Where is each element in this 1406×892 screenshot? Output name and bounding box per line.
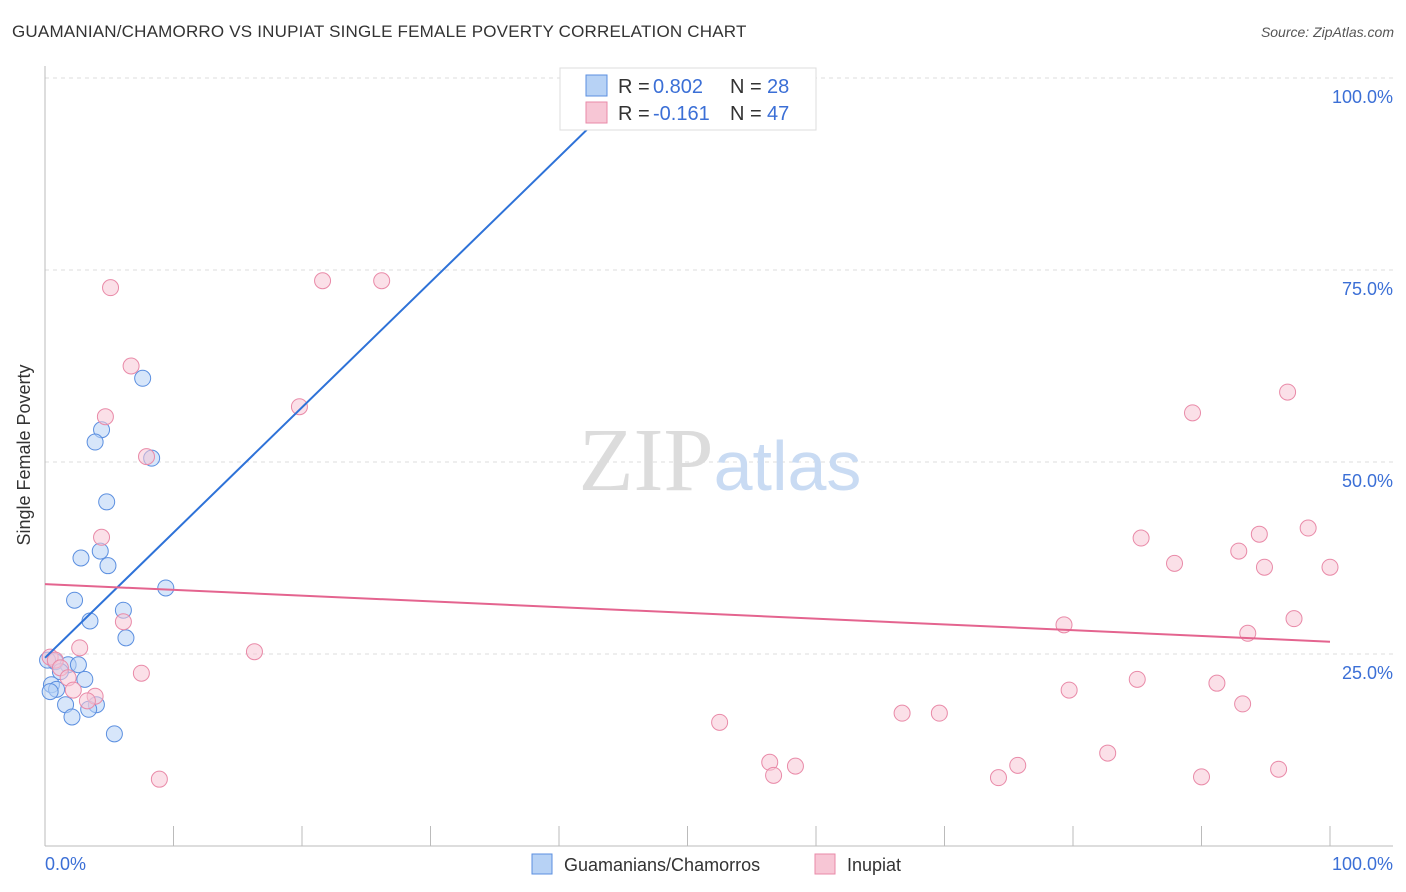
data-point-inupiat bbox=[1285, 610, 1303, 628]
data-point-inupiat bbox=[1132, 529, 1150, 547]
y-tick-label: 25.0% bbox=[1342, 663, 1393, 683]
data-point-inupiat bbox=[122, 357, 140, 375]
legend-label: Guamanians/Chamorros bbox=[564, 855, 760, 875]
data-point-inupiat bbox=[1060, 681, 1078, 699]
data-point-inupiat bbox=[1321, 558, 1339, 576]
x-tick-label: 0.0% bbox=[45, 854, 86, 874]
n-value: 28 bbox=[767, 76, 789, 98]
data-point-guamanian bbox=[66, 591, 84, 609]
x-tick-label: 100.0% bbox=[1332, 854, 1393, 874]
data-point-guamanian bbox=[41, 683, 59, 701]
data-point-inupiat bbox=[1299, 519, 1317, 537]
data-point-inupiat bbox=[1279, 383, 1297, 401]
data-point-inupiat bbox=[373, 272, 391, 290]
legend-swatch bbox=[531, 853, 553, 875]
data-point-inupiat bbox=[989, 769, 1007, 787]
n-label: N = bbox=[730, 103, 762, 125]
data-point-guamanian bbox=[76, 670, 94, 688]
data-point-inupiat bbox=[1270, 760, 1288, 778]
data-point-inupiat bbox=[786, 757, 804, 775]
data-point-guamanian bbox=[69, 656, 87, 674]
data-point-inupiat bbox=[290, 398, 308, 416]
data-point-inupiat bbox=[893, 704, 911, 722]
data-point-inupiat bbox=[1208, 674, 1226, 692]
data-point-inupiat bbox=[314, 272, 332, 290]
y-tick-label: 50.0% bbox=[1342, 471, 1393, 491]
data-point-guamanian bbox=[72, 549, 90, 567]
r-label: R = bbox=[618, 76, 650, 98]
data-point-inupiat bbox=[150, 770, 168, 788]
data-point-guamanian bbox=[98, 493, 116, 511]
data-point-inupiat bbox=[1128, 670, 1146, 688]
r-value: 0.802 bbox=[653, 76, 703, 98]
stats-legend: R = 0.802 N = 28 R = -0.161 N = 47 bbox=[559, 67, 817, 131]
data-point-guamanian bbox=[63, 708, 81, 726]
data-point-inupiat bbox=[71, 639, 89, 657]
data-point-inupiat bbox=[1009, 756, 1027, 774]
r-label: R = bbox=[618, 103, 650, 125]
n-value: 47 bbox=[767, 103, 789, 125]
legend-swatch bbox=[814, 853, 836, 875]
y-tick-label: 100.0% bbox=[1332, 87, 1393, 107]
data-point-inupiat bbox=[132, 664, 150, 682]
data-point-guamanian bbox=[157, 579, 175, 597]
legend-label: Inupiat bbox=[847, 855, 901, 875]
data-point-inupiat bbox=[1193, 768, 1210, 786]
data-point-guamanian bbox=[117, 629, 135, 647]
trend-line-guamanian bbox=[44, 77, 641, 659]
data-point-inupiat bbox=[138, 448, 156, 466]
data-point-inupiat bbox=[93, 528, 111, 546]
r-value: -0.161 bbox=[653, 103, 710, 125]
data-point-guamanian bbox=[99, 557, 117, 575]
data-point-inupiat bbox=[711, 713, 729, 731]
data-point-inupiat bbox=[96, 408, 114, 426]
data-point-inupiat bbox=[1250, 525, 1268, 543]
legend-swatch bbox=[585, 74, 608, 97]
chart-title: GUAMANIAN/CHAMORRO VS INUPIAT SINGLE FEM… bbox=[12, 22, 747, 41]
data-point-inupiat bbox=[930, 704, 948, 722]
y-tick-label: 75.0% bbox=[1342, 279, 1393, 299]
y-axis-label: Single Female Poverty bbox=[14, 364, 34, 545]
data-point-inupiat bbox=[1255, 558, 1273, 576]
data-point-inupiat bbox=[765, 766, 783, 784]
data-point-inupiat bbox=[78, 692, 96, 710]
trend-line-inupiat bbox=[44, 583, 1331, 643]
data-point-guamanian bbox=[86, 433, 104, 451]
data-point-inupiat bbox=[1166, 554, 1184, 572]
data-point-inupiat bbox=[1230, 542, 1248, 560]
data-point-inupiat bbox=[1234, 695, 1252, 713]
data-point-inupiat bbox=[245, 643, 263, 661]
data-point-inupiat bbox=[1099, 744, 1117, 762]
data-point-inupiat bbox=[114, 613, 132, 631]
data-point-inupiat bbox=[102, 279, 120, 297]
data-point-guamanian bbox=[105, 725, 123, 743]
n-label: N = bbox=[730, 76, 762, 98]
data-point-inupiat bbox=[1184, 404, 1202, 422]
watermark: ZIPatlas bbox=[579, 411, 862, 510]
legend-swatch bbox=[585, 101, 608, 124]
data-point-guamanian bbox=[134, 369, 152, 387]
source-label: Source: ZipAtlas.com bbox=[1260, 24, 1394, 40]
data-point-inupiat bbox=[64, 681, 82, 699]
